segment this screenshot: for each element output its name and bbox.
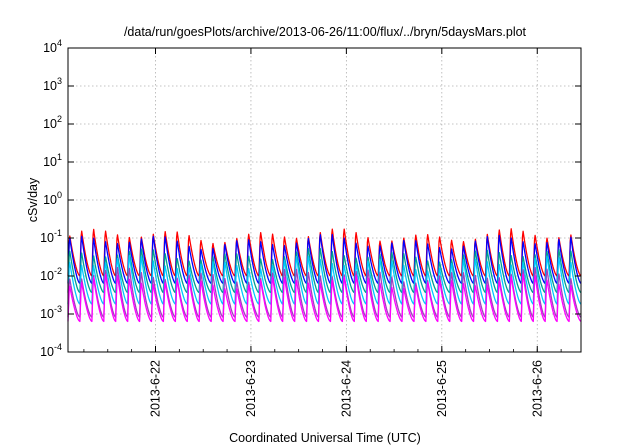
- x-tick-labels: 2013-6-22 2013-6-23 2013-6-24 2013-6-25 2013…: [148, 360, 544, 417]
- y-axis-label: cSv/day: [26, 177, 40, 222]
- x-axis-label: Coordinated Universal Time (UTC): [229, 431, 421, 445]
- series-group: [67, 228, 582, 323]
- x-tick-label: 2013-6-23: [244, 360, 258, 417]
- series-line: [67, 233, 582, 285]
- series-line: [67, 266, 582, 318]
- y-tick-labels: 10-4 10-3 10-2 10-1 100 101 102 103 104: [40, 38, 62, 359]
- x-tick-label: 2013-6-24: [339, 360, 353, 417]
- series-line: [67, 228, 582, 277]
- y-tick-label: 101: [43, 152, 62, 169]
- y-tick-label: 10-2: [40, 266, 62, 283]
- series-line: [67, 255, 582, 305]
- x-tick-label: 2013-6-25: [435, 360, 449, 417]
- y-tick-label: 100: [43, 190, 62, 207]
- y-tick-label: 10-3: [40, 304, 62, 321]
- chart-title: /data/run/goesPlots/archive/2013-06-26/1…: [124, 25, 527, 39]
- y-tick-label: 104: [43, 38, 62, 55]
- y-tick-label: 102: [43, 114, 62, 131]
- x-tick-label: 2013-6-26: [530, 360, 544, 417]
- x-tick-label: 2013-6-22: [148, 360, 162, 417]
- y-tick-label: 10-4: [40, 342, 62, 359]
- series-line: [67, 273, 582, 323]
- y-tick-label: 10-1: [40, 228, 62, 245]
- y-tick-label: 103: [43, 76, 62, 93]
- series-line: [67, 247, 582, 294]
- ticks: [68, 47, 581, 353]
